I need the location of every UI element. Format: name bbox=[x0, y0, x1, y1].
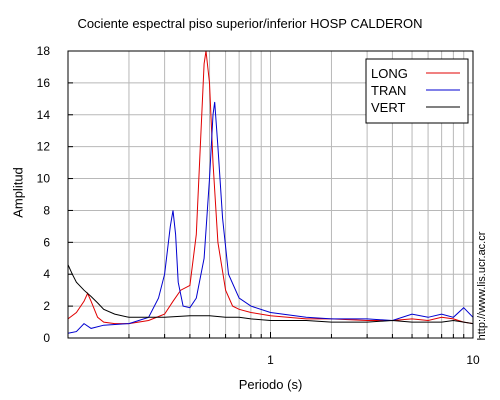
series-line-tran bbox=[67, 101, 474, 334]
series-line-long bbox=[67, 50, 474, 325]
y-tick-label: 10 bbox=[37, 172, 51, 186]
y-tick-label: 14 bbox=[37, 108, 51, 122]
legend-label-tran: TRAN bbox=[371, 83, 406, 98]
legend: LONG TRAN VERT bbox=[365, 58, 469, 124]
y-tick-label: 6 bbox=[43, 235, 50, 249]
y-tick-label: 4 bbox=[43, 267, 50, 281]
legend-label-long: LONG bbox=[371, 66, 408, 81]
series-line-vert bbox=[67, 264, 474, 325]
y-tick-label: 12 bbox=[37, 140, 51, 154]
legend-label-vert: VERT bbox=[371, 100, 405, 115]
x-tick-label: 10 bbox=[466, 353, 480, 367]
y-tick-label: 2 bbox=[43, 299, 50, 313]
chart-title: Cociente espectral piso superior/inferio… bbox=[77, 16, 423, 31]
y-axis-label: Amplitud bbox=[10, 167, 26, 218]
legend-box bbox=[365, 58, 469, 124]
axis-ticks: 0 2 4 6 8 10 12 14 16 18 1 10 bbox=[37, 44, 480, 367]
y-tick-label: 8 bbox=[43, 203, 50, 217]
series-lines bbox=[67, 50, 474, 334]
y-tick-label: 0 bbox=[43, 331, 50, 345]
x-axis-label: Periodo (s) bbox=[238, 377, 303, 392]
credit-url: http://www.lis.ucr.ac.cr bbox=[476, 231, 488, 341]
x-tick-label: 1 bbox=[267, 353, 274, 367]
y-tick-label: 16 bbox=[37, 76, 51, 90]
y-tick-label: 18 bbox=[37, 44, 51, 58]
